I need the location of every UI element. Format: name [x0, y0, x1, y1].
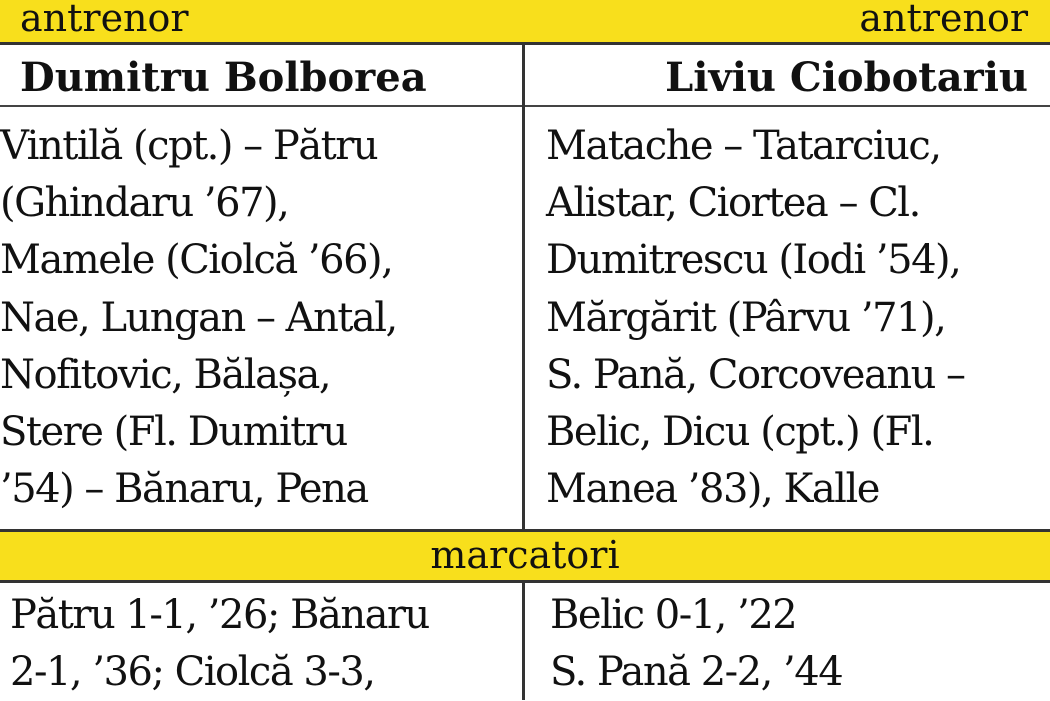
column-divider	[522, 45, 525, 529]
home-scorers: Pătru 1-1, ’26; Bănaru 2-1, ’36; Ciolcă …	[10, 587, 430, 701]
lineup-line: Stere (Fl. Dumitru	[0, 408, 348, 455]
lineup-line: S. Pană, Corcoveanu –	[546, 351, 966, 398]
lineup-line: Nofitovic, Bălașa,	[0, 351, 332, 398]
home-coach-label: antrenor	[20, 0, 189, 40]
lineup-line: Belic, Dicu (cpt.) (Fl.	[546, 408, 935, 455]
lineup-line: (Ghindaru ’67),	[0, 180, 290, 227]
home-coach-name: Dumitru Bolborea	[20, 54, 427, 101]
lineup-line: Matache – Tatarciuc,	[546, 123, 942, 169]
scorers-label: marcatori	[430, 533, 620, 577]
divider	[0, 105, 1050, 107]
lineup-line: Mamele (Ciolcă ’66),	[0, 237, 394, 284]
away-lineup: Matache – Tatarciuc, Alistar, Ciortea – …	[546, 118, 966, 518]
lineup-line: Alistar, Ciortea – Cl.	[546, 180, 921, 227]
away-scorers: Belic 0-1, ’22 S. Pană 2-2, ’44	[550, 587, 844, 701]
away-coach-label: antrenor	[859, 0, 1028, 40]
scorer-line: S. Pană 2-2, ’44	[550, 649, 844, 696]
lineup-line: Manea ’83), Kalle	[546, 466, 880, 513]
lineup-line: Nae, Lungan – Antal,	[0, 294, 398, 341]
scorer-line: Pătru 1-1, ’26; Bănaru	[10, 592, 430, 638]
scorers-header-band: marcatori	[0, 529, 1050, 583]
lineup-line: Vintilă (cpt.) – Pătru	[0, 123, 379, 169]
home-lineup: Vintilă (cpt.) – Pătru (Ghindaru ’67), M…	[0, 118, 398, 518]
lineup-line: Dumitrescu (Iodi ’54),	[546, 237, 962, 284]
away-coach-name: Liviu Ciobotariu	[665, 54, 1028, 101]
coach-header-band: antrenor antrenor	[0, 0, 1050, 45]
column-divider	[522, 580, 525, 700]
lineup-line: ’54) – Bănaru, Pena	[0, 466, 369, 513]
lineup-line: Mărgărit (Pârvu ’71),	[546, 294, 947, 341]
scorer-line: Belic 0-1, ’22	[550, 592, 798, 638]
scorer-line: 2-1, ’36; Ciolcă 3-3,	[10, 649, 376, 696]
